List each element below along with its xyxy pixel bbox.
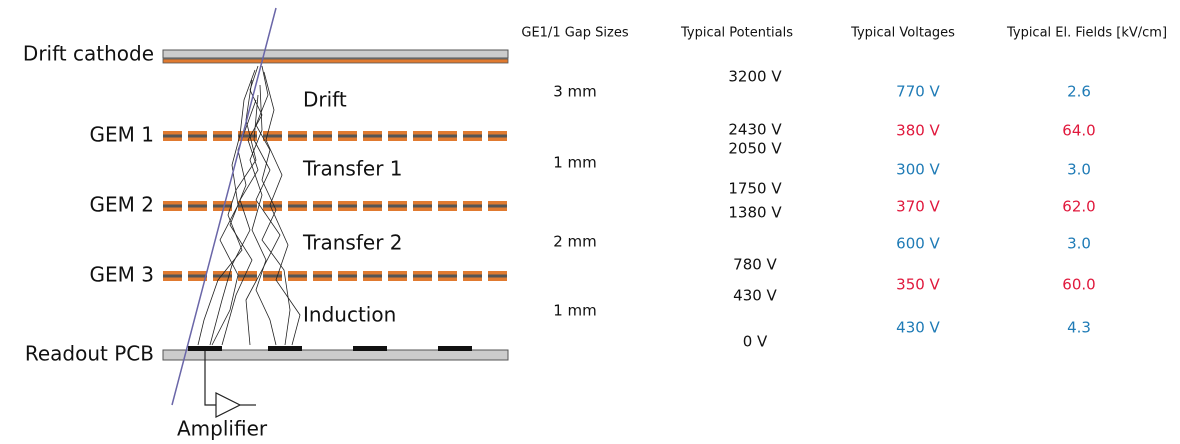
column-header: Typical Voltages — [850, 26, 955, 41]
gem-core — [188, 135, 207, 138]
region-label: Transfer 2 — [302, 231, 403, 255]
amplifier-symbol — [205, 351, 256, 417]
gem-core — [163, 275, 182, 278]
voltage: 300 V — [896, 161, 940, 179]
gem-core — [438, 205, 457, 208]
gem-core — [488, 205, 507, 208]
potential: 1380 V — [728, 204, 782, 222]
gem-core — [213, 135, 232, 138]
voltage: 350 V — [896, 276, 940, 294]
gem-core — [288, 275, 307, 278]
potential: 2050 V — [728, 140, 782, 158]
potential: 780 V — [733, 256, 777, 274]
gem-core — [313, 135, 332, 138]
gem-core — [438, 275, 457, 278]
layer-label: Drift cathode — [23, 42, 154, 66]
field: 60.0 — [1062, 276, 1095, 294]
gem-core — [363, 135, 382, 138]
diagram: Amplifier Drift cathode GEM 1 GEM 2 GEM … — [0, 0, 1180, 440]
layer-label: Readout PCB — [25, 342, 154, 366]
gem-core — [363, 205, 382, 208]
gem-core — [288, 205, 307, 208]
gem-core — [188, 205, 207, 208]
field: 3.0 — [1067, 235, 1091, 253]
gem-core — [163, 135, 182, 138]
voltage: 370 V — [896, 198, 940, 216]
region-label: Drift — [303, 88, 347, 112]
gem-foils — [163, 131, 507, 281]
readout-pcb — [163, 350, 508, 360]
potential: 0 V — [743, 333, 768, 351]
potential: 3200 V — [728, 68, 782, 86]
gem-core — [338, 275, 357, 278]
gem-core — [263, 275, 282, 278]
gem-core — [338, 205, 357, 208]
field: 3.0 — [1067, 161, 1091, 179]
region-label: Induction — [303, 303, 396, 327]
gem-core — [413, 275, 432, 278]
layer-label: GEM 1 — [90, 123, 154, 147]
gap-size: 1 mm — [553, 154, 597, 172]
gem-core — [338, 135, 357, 138]
gem-core — [188, 275, 207, 278]
gem-core — [238, 205, 257, 208]
cathode-plate — [163, 50, 508, 58]
gem-core — [363, 275, 382, 278]
cathode-electrode — [163, 59, 508, 63]
gem-core — [263, 205, 282, 208]
gem-core — [463, 275, 482, 278]
amplifier-label: Amplifier — [177, 417, 268, 441]
column-header: GE1/1 Gap Sizes — [521, 26, 628, 41]
gem-core — [438, 135, 457, 138]
voltage: 430 V — [896, 319, 940, 337]
gem-core — [263, 135, 282, 138]
potential: 430 V — [733, 287, 777, 305]
gem-core — [313, 205, 332, 208]
gem-core — [388, 205, 407, 208]
column-header: Typical Potentials — [680, 26, 793, 41]
gem-core — [288, 135, 307, 138]
gem-core — [463, 135, 482, 138]
gem-core — [488, 135, 507, 138]
field: 62.0 — [1062, 198, 1095, 216]
gem-core — [413, 135, 432, 138]
gem-core — [413, 205, 432, 208]
voltage: 770 V — [896, 83, 940, 101]
layer-label: GEM 2 — [90, 193, 154, 217]
layer-label: GEM 3 — [90, 263, 154, 287]
gem-core — [388, 135, 407, 138]
voltage: 600 V — [896, 235, 940, 253]
potential: 2430 V — [728, 121, 782, 139]
gem-core — [488, 275, 507, 278]
potential: 1750 V — [728, 180, 782, 198]
gem-core — [313, 275, 332, 278]
gem-core — [463, 205, 482, 208]
gap-size: 3 mm — [553, 83, 597, 101]
gem-core — [213, 205, 232, 208]
gap-size: 2 mm — [553, 233, 597, 251]
gem-core — [163, 205, 182, 208]
region-label: Transfer 1 — [302, 157, 403, 181]
gem-core — [238, 275, 257, 278]
column-header: Typical El. Fields [kV/cm] — [1006, 26, 1167, 41]
gap-size: 1 mm — [553, 302, 597, 320]
field: 64.0 — [1062, 122, 1095, 140]
voltage: 380 V — [896, 122, 940, 140]
field: 4.3 — [1067, 319, 1091, 337]
gem-core — [388, 275, 407, 278]
field: 2.6 — [1067, 83, 1091, 101]
